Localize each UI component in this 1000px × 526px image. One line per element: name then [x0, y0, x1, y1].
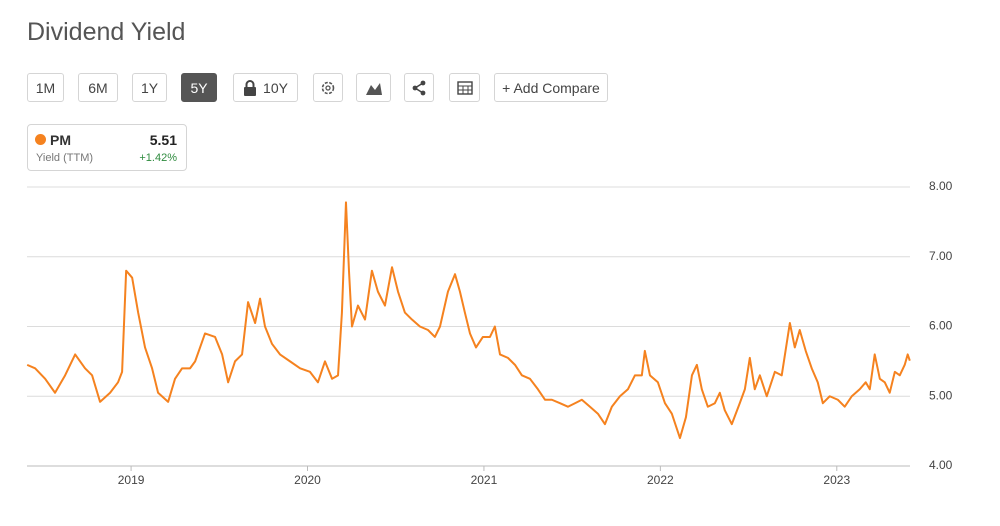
share-icon	[412, 80, 426, 95]
legend-swatch	[35, 134, 46, 145]
range-button[interactable]: 5Y	[181, 73, 217, 102]
share-button[interactable]	[404, 73, 434, 102]
legend-value: 5.51	[149, 132, 177, 148]
table-button[interactable]	[449, 73, 480, 102]
x-tick-label: 2021	[471, 473, 498, 487]
legend-label: Yield (TTM)	[36, 152, 94, 164]
x-tick-label: 2020	[294, 473, 321, 487]
legend-card: PM 5.51 Yield (TTM) +1.42%	[27, 124, 187, 171]
lock-icon	[244, 79, 257, 96]
y-tick-label: 8.00	[929, 179, 953, 193]
settings-button[interactable]	[313, 73, 343, 102]
x-tick-label: 2023	[823, 473, 850, 487]
legend-name: PM	[50, 132, 71, 148]
legend-change: +1.42%	[139, 152, 177, 164]
x-tick-label: 2019	[118, 473, 145, 487]
data-line	[26, 201, 911, 440]
area-icon	[365, 82, 382, 95]
y-tick-label: 6.00	[929, 319, 953, 333]
chart-type-button[interactable]	[356, 73, 391, 102]
y-tick-label: 7.00	[929, 249, 953, 263]
page-title: Dividend Yield	[27, 18, 186, 46]
range-button-locked[interactable]: 10Y	[233, 73, 298, 102]
x-tick-label: 2022	[647, 473, 674, 487]
gear-icon	[321, 81, 335, 94]
range-button[interactable]: 1M	[27, 73, 64, 102]
range-label: 10Y	[263, 79, 288, 96]
table-icon	[456, 80, 473, 95]
y-tick-label: 5.00	[929, 388, 953, 402]
range-button[interactable]: 6M	[78, 73, 118, 102]
range-button[interactable]: 1Y	[132, 73, 167, 102]
y-tick-label: 4.00	[929, 458, 953, 472]
add-compare-button[interactable]: + Add Compare	[494, 73, 608, 102]
